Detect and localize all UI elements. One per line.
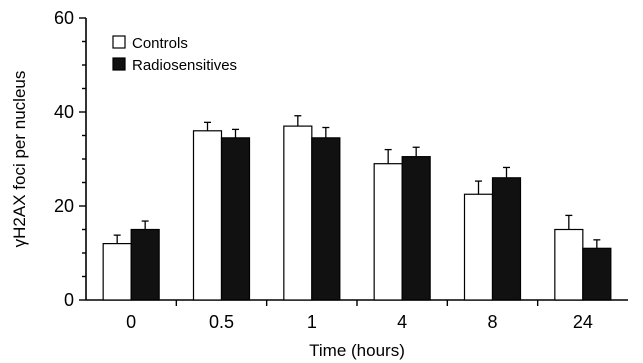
legend-label-radiosensitives: Radiosensitives — [132, 57, 237, 74]
x-axis: 0 0.5 1 4 8 24 — [86, 299, 628, 332]
legend-swatch-controls — [112, 35, 126, 49]
bar-radiosensitives-4 — [401, 156, 431, 301]
y-axis-title: γH2AX foci per nucleus — [10, 71, 29, 248]
bar-radiosensitives-0.5 — [220, 137, 251, 301]
bar-radiosensitives-8 — [491, 177, 522, 301]
legend: Controls Radiosensitives — [112, 35, 237, 74]
bar-radiosensitives-24 — [582, 247, 612, 301]
legend-label-controls: Controls — [132, 35, 188, 52]
bar-controls-1 — [283, 125, 313, 301]
bar-controls-8 — [463, 193, 494, 301]
error-bars — [113, 115, 601, 249]
y-tick-label: 60 — [54, 8, 74, 28]
x-tick-label: 4 — [397, 312, 407, 332]
x-ticks: 0 0.5 1 4 8 24 — [126, 300, 593, 332]
bar-controls-24 — [554, 228, 584, 301]
x-tick-label: 0 — [126, 312, 136, 332]
legend-swatch-radiosensitives — [112, 57, 126, 71]
x-axis-title: Time (hours) — [309, 341, 405, 360]
y-axis: 0 20 40 60 — [54, 8, 87, 310]
bar-radiosensitives-1 — [311, 137, 341, 301]
bar-controls-0.5 — [192, 130, 223, 301]
bar-controls-0 — [102, 243, 132, 301]
x-tick-label: 1 — [307, 312, 317, 332]
bars — [102, 125, 612, 301]
y-tick-label: 40 — [54, 102, 74, 122]
bar-controls-4 — [373, 163, 403, 301]
y-tick-label: 0 — [64, 290, 74, 310]
x-tick-label: 8 — [487, 312, 497, 332]
x-tick-label: 24 — [573, 312, 593, 332]
y-ticks: 0 20 40 60 — [54, 8, 86, 310]
bar-radiosensitives-0 — [130, 228, 160, 301]
x-tick-label: 0.5 — [209, 312, 234, 332]
y-tick-label: 20 — [54, 196, 74, 216]
